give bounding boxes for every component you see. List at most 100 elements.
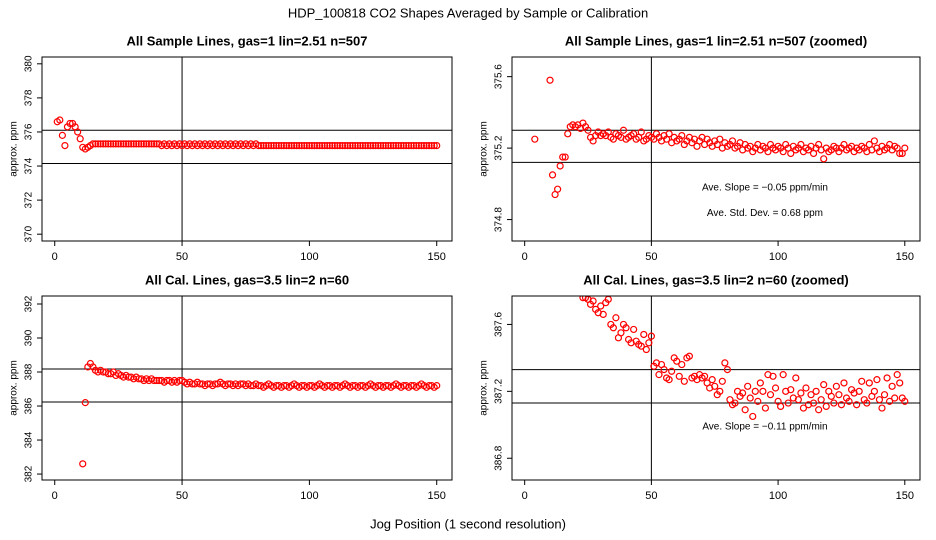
data-point bbox=[797, 389, 805, 397]
data-point bbox=[630, 325, 638, 334]
data-point bbox=[665, 376, 673, 384]
data-point bbox=[855, 387, 863, 395]
data-point bbox=[640, 330, 648, 339]
data-point bbox=[832, 382, 840, 390]
data-point bbox=[417, 141, 426, 150]
data-point bbox=[132, 140, 140, 148]
data-point bbox=[295, 141, 303, 150]
data-point bbox=[875, 396, 884, 404]
data-point bbox=[896, 149, 904, 158]
data-point bbox=[150, 376, 158, 385]
data-point bbox=[561, 153, 569, 161]
data-point bbox=[827, 392, 835, 400]
data-point bbox=[275, 141, 283, 150]
data-point bbox=[81, 399, 89, 407]
plot-frame bbox=[511, 56, 921, 242]
data-point bbox=[820, 155, 828, 163]
data-point bbox=[754, 397, 762, 405]
annotation: Ave. Slope = −0.11 ppm/min bbox=[702, 421, 827, 432]
data-point bbox=[346, 141, 354, 150]
data-point bbox=[863, 399, 871, 407]
data-point bbox=[326, 141, 334, 150]
data-point bbox=[104, 140, 112, 148]
data-point bbox=[359, 141, 367, 150]
data-point bbox=[617, 329, 625, 337]
data-point bbox=[858, 377, 866, 385]
x-tick-label: 100 bbox=[300, 251, 318, 263]
data-point bbox=[257, 141, 265, 150]
data-point bbox=[756, 379, 764, 387]
data-point bbox=[680, 377, 688, 385]
data-point bbox=[293, 141, 301, 150]
data-point bbox=[678, 132, 686, 140]
data-point bbox=[797, 140, 805, 149]
data-point bbox=[109, 140, 117, 148]
plot-frame bbox=[41, 295, 453, 481]
data-point bbox=[130, 140, 138, 148]
data-point bbox=[845, 397, 853, 405]
data-point bbox=[766, 391, 775, 399]
data-point bbox=[422, 141, 431, 150]
data-point bbox=[410, 141, 418, 150]
y-tick-label: 392 bbox=[24, 295, 35, 312]
y-tick-label: 380 bbox=[24, 55, 35, 72]
data-point bbox=[66, 119, 74, 128]
data-point bbox=[315, 141, 324, 150]
y-axis-label: approx. ppm bbox=[9, 360, 20, 416]
data-point bbox=[668, 367, 676, 375]
data-point bbox=[305, 141, 313, 150]
data-point bbox=[142, 140, 151, 148]
data-point bbox=[718, 377, 726, 385]
annotation: Ave. Slope = −0.05 ppm/min bbox=[702, 182, 828, 193]
data-point bbox=[675, 372, 683, 380]
data-point bbox=[647, 332, 655, 340]
data-point bbox=[787, 386, 795, 394]
data-point bbox=[746, 394, 754, 402]
data-point bbox=[277, 141, 285, 150]
data-point bbox=[708, 376, 716, 384]
x-tick-label: 0 bbox=[522, 251, 528, 263]
data-point bbox=[559, 153, 567, 161]
data-point bbox=[837, 401, 846, 409]
data-point bbox=[354, 141, 362, 150]
data-point bbox=[308, 141, 316, 150]
data-point bbox=[356, 141, 364, 150]
data-point bbox=[885, 397, 894, 405]
data-point bbox=[321, 141, 329, 150]
data-point bbox=[300, 141, 308, 150]
data-point bbox=[731, 399, 739, 407]
data-point bbox=[267, 141, 275, 150]
x-tick-label: 100 bbox=[769, 490, 787, 502]
data-point bbox=[741, 406, 749, 414]
x-tick-label: 100 bbox=[769, 251, 787, 263]
data-point bbox=[433, 141, 441, 150]
y-tick-label: 386.8 bbox=[494, 445, 505, 470]
data-point bbox=[152, 376, 161, 385]
data-point bbox=[787, 149, 795, 158]
data-point bbox=[96, 140, 105, 148]
data-point bbox=[259, 141, 268, 150]
data-point bbox=[394, 141, 403, 150]
x-tick-label: 50 bbox=[645, 251, 657, 263]
panel-title: All Sample Lines, gas=1 lin=2.51 n=507 (… bbox=[565, 33, 867, 48]
data-point bbox=[341, 141, 349, 150]
x-tick-label: 150 bbox=[428, 490, 446, 502]
data-point bbox=[799, 404, 808, 412]
data-point bbox=[343, 141, 352, 150]
x-tick-label: 50 bbox=[176, 251, 188, 263]
data-point bbox=[433, 382, 441, 390]
data-point bbox=[716, 387, 724, 395]
y-tick-label: 386 bbox=[24, 397, 35, 414]
data-point bbox=[89, 140, 97, 148]
data-point bbox=[397, 141, 405, 150]
data-point bbox=[531, 135, 539, 143]
y-tick-label: 390 bbox=[24, 329, 35, 346]
data-point bbox=[716, 135, 724, 143]
data-point bbox=[794, 396, 802, 404]
data-point bbox=[873, 376, 881, 384]
data-point bbox=[901, 397, 909, 405]
data-point bbox=[792, 374, 800, 382]
data-point bbox=[807, 391, 815, 399]
data-point bbox=[546, 76, 554, 84]
